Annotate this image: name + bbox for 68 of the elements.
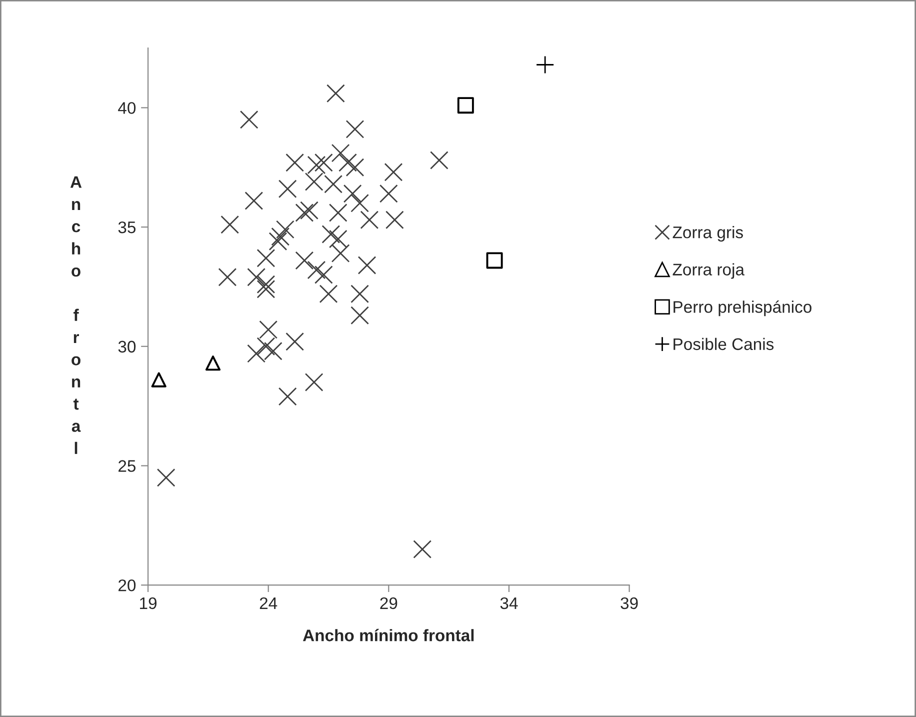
x-tick-label: 19 (140, 597, 157, 610)
point (156, 468, 176, 487)
point (322, 225, 340, 244)
point (286, 332, 304, 351)
point (331, 244, 350, 263)
point (343, 184, 362, 203)
point (244, 192, 264, 210)
point (350, 194, 369, 212)
point (307, 156, 326, 174)
point (247, 268, 266, 286)
point (278, 180, 297, 198)
point (430, 151, 448, 170)
point (300, 201, 318, 220)
point (220, 215, 240, 234)
point (268, 232, 288, 251)
point (151, 372, 166, 388)
x-tick-label: 24 (260, 597, 278, 609)
point (304, 372, 324, 392)
point (346, 158, 364, 177)
point (314, 153, 333, 172)
point (385, 210, 404, 230)
point (295, 204, 314, 222)
point (328, 230, 348, 248)
x-tick-label: 34 (500, 597, 518, 610)
point (314, 266, 333, 284)
point (413, 540, 432, 558)
y-tick-label: 20 (118, 579, 136, 592)
point (256, 280, 276, 298)
point (331, 144, 350, 162)
y-tick-label: 30 (118, 340, 136, 353)
point (278, 387, 297, 406)
y-tick-label: 40 (118, 102, 136, 114)
point (384, 162, 403, 182)
point (379, 184, 398, 203)
x-axis-title: Ancho mínimo frontal (302, 628, 474, 642)
point (360, 210, 379, 230)
point (307, 260, 326, 280)
point (358, 256, 376, 274)
point (350, 306, 369, 325)
legend-label: Perro prehispánico (674, 300, 812, 316)
point (295, 251, 314, 270)
legend-label: Posible Canis (674, 338, 774, 350)
point (328, 204, 348, 222)
point (319, 284, 338, 304)
x-tick-label: 29 (380, 597, 398, 610)
x-tick-label: 39 (620, 597, 638, 610)
point (536, 56, 554, 74)
point (259, 320, 278, 339)
point (256, 275, 276, 294)
point (326, 84, 345, 103)
point (286, 153, 304, 172)
y-tick-label: 35 (118, 221, 136, 234)
point (457, 97, 474, 114)
y-tick-label: 25 (118, 460, 136, 472)
point (218, 268, 237, 286)
point (276, 220, 294, 239)
point (205, 356, 221, 371)
text: Ancho frontal (70, 176, 82, 454)
point (486, 252, 503, 269)
point (271, 227, 290, 246)
point (256, 337, 276, 356)
point (338, 153, 357, 172)
legend-label: Zorra gris (672, 226, 743, 242)
point (350, 284, 369, 304)
point (256, 248, 276, 268)
point (240, 110, 258, 129)
legend-label: Zorra roja (672, 263, 744, 279)
point (346, 120, 364, 138)
